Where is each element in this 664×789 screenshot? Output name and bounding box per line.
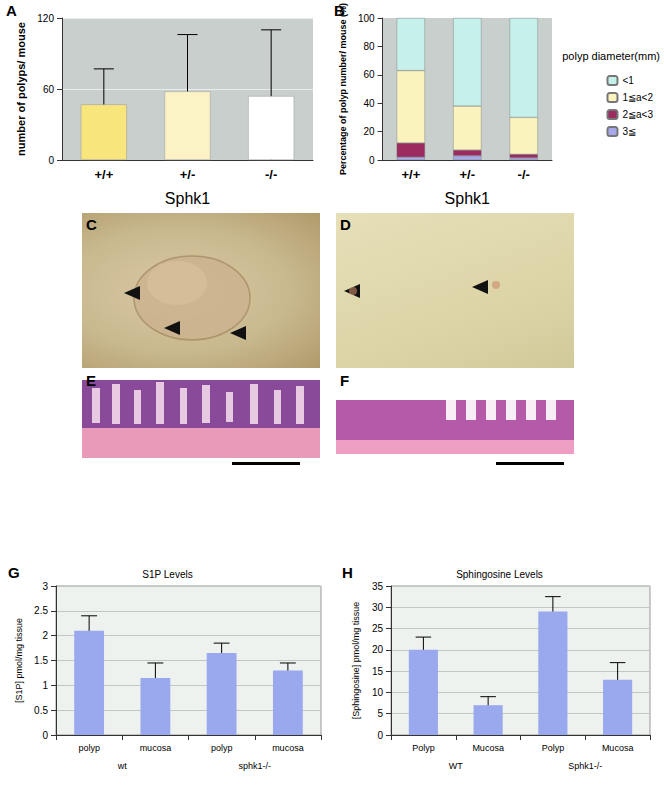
svg-text:wt: wt	[117, 761, 127, 771]
svg-text:-/-: -/-	[265, 167, 277, 182]
svg-text:1: 1	[42, 680, 48, 691]
svg-text:polyp: polyp	[78, 743, 100, 753]
svg-text:Mucosa: Mucosa	[602, 743, 634, 753]
svg-text:5: 5	[377, 708, 383, 719]
svg-text:30: 30	[372, 602, 384, 613]
svg-text:+/+: +/+	[94, 167, 113, 182]
svg-text:1≦a<2: 1≦a<2	[622, 92, 653, 103]
svg-text:Sphk1-/-: Sphk1-/-	[568, 761, 602, 771]
svg-text:2.5: 2.5	[34, 605, 48, 616]
svg-text:100: 100	[358, 13, 375, 24]
svg-text:40: 40	[363, 98, 375, 109]
svg-text:WT: WT	[449, 761, 463, 771]
svg-text:0: 0	[42, 730, 48, 741]
svg-text:[S1P] pmol/mg tissue: [S1P] pmol/mg tissue	[14, 618, 24, 703]
svg-text:0: 0	[377, 730, 383, 741]
svg-text:3≦: 3≦	[622, 126, 636, 137]
svg-text:S1P Levels: S1P Levels	[142, 569, 192, 580]
svg-text:0.5: 0.5	[34, 705, 48, 716]
svg-text:3: 3	[42, 581, 48, 592]
svg-text:<1: <1	[622, 75, 634, 86]
svg-text:+/-: +/-	[180, 167, 196, 182]
svg-text:0: 0	[369, 155, 375, 166]
svg-text:number of polyps/ mouse: number of polyps/ mouse	[15, 22, 27, 156]
svg-text:1.5: 1.5	[34, 655, 48, 666]
svg-text:polyp: polyp	[211, 743, 233, 753]
svg-text:polyp diameter(mm): polyp diameter(mm)	[562, 50, 660, 62]
svg-text:20: 20	[372, 644, 384, 655]
svg-text:120: 120	[37, 13, 54, 24]
svg-text:Mucosa: Mucosa	[472, 743, 504, 753]
svg-text:Sphk1: Sphk1	[165, 190, 210, 207]
svg-text:+/-: +/-	[460, 167, 476, 182]
svg-text:Percentage of polyp number/ mo: Percentage of polyp number/ mouse (%)	[338, 3, 348, 175]
svg-text:sphk1-/-: sphk1-/-	[238, 761, 271, 771]
svg-text:2≦a<3: 2≦a<3	[622, 109, 653, 120]
svg-text:15: 15	[372, 666, 384, 677]
svg-text:+/+: +/+	[401, 167, 420, 182]
svg-text:60: 60	[363, 69, 375, 80]
svg-text:35: 35	[372, 581, 384, 592]
svg-text:Polyp: Polyp	[412, 743, 435, 753]
svg-text:Polyp: Polyp	[542, 743, 565, 753]
svg-text:2: 2	[42, 630, 48, 641]
svg-text:25: 25	[372, 623, 384, 634]
svg-text:Sphingosine Levels: Sphingosine Levels	[456, 569, 543, 580]
svg-text:Sphk1: Sphk1	[445, 190, 490, 207]
svg-text:mucosa: mucosa	[272, 743, 304, 753]
svg-text:10: 10	[372, 687, 384, 698]
svg-text:20: 20	[363, 126, 375, 137]
svg-text:80: 80	[363, 41, 375, 52]
svg-text:60: 60	[43, 84, 55, 95]
svg-text:0: 0	[48, 155, 54, 166]
svg-text:[Sphingosine] pmol/mg tissue: [Sphingosine] pmol/mg tissue	[351, 602, 361, 720]
svg-text:-/-: -/-	[518, 167, 530, 182]
svg-text:mucosa: mucosa	[140, 743, 172, 753]
